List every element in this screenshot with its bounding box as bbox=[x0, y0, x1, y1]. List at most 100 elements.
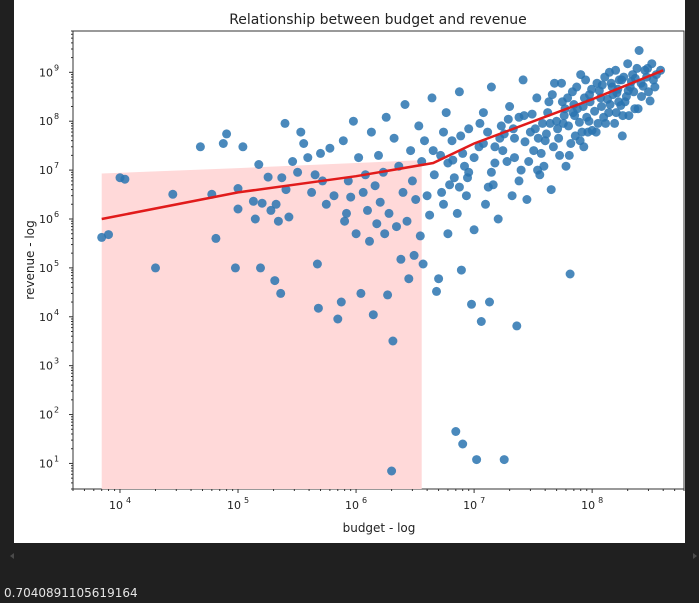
scatter-point bbox=[557, 78, 566, 88]
scatter-point bbox=[307, 187, 317, 197]
scatter-point bbox=[271, 199, 281, 209]
scatter-point bbox=[597, 102, 606, 111]
scatter-point bbox=[280, 118, 290, 128]
scatter-point bbox=[522, 195, 532, 204]
scatter-point bbox=[605, 100, 615, 109]
scatter-point bbox=[614, 97, 624, 107]
scatter-point bbox=[233, 204, 243, 214]
scatter-point bbox=[375, 197, 385, 207]
scatter-point bbox=[387, 466, 397, 476]
x-tick-label: 10 bbox=[345, 499, 359, 512]
scatter-point bbox=[313, 303, 323, 313]
scatter-point bbox=[584, 116, 594, 126]
x-tick-exponent: 7 bbox=[480, 496, 485, 505]
scatter-point bbox=[263, 172, 273, 182]
scatter-point bbox=[230, 263, 240, 273]
scatter-point bbox=[637, 92, 646, 101]
scatter-point bbox=[553, 124, 563, 134]
scatter-point bbox=[617, 75, 627, 85]
scatter-point bbox=[610, 118, 620, 128]
scatter-point bbox=[541, 129, 551, 139]
scatter-point bbox=[472, 455, 482, 465]
scatter-point bbox=[577, 127, 587, 137]
scatter-point bbox=[464, 124, 474, 134]
scatter-point bbox=[490, 142, 500, 152]
scatter-point bbox=[503, 114, 513, 124]
scatter-point bbox=[545, 118, 555, 128]
scatter-point bbox=[257, 198, 267, 208]
scatter-point bbox=[454, 87, 464, 97]
scroll-left-arrow[interactable] bbox=[10, 553, 14, 559]
scatter-point bbox=[570, 111, 580, 121]
y-axis-title: revenue - log bbox=[23, 220, 37, 299]
scatter-point bbox=[611, 65, 621, 75]
scatter-point bbox=[288, 157, 298, 166]
scatter-point bbox=[250, 214, 260, 224]
x-tick-label: 10 bbox=[581, 499, 595, 512]
scatter-point bbox=[441, 108, 451, 118]
scatter-point bbox=[456, 131, 466, 141]
scatter-point bbox=[451, 427, 461, 436]
scatter-point bbox=[400, 100, 410, 109]
scatter-point bbox=[351, 229, 361, 239]
scatter-point bbox=[329, 191, 339, 201]
scatter-point bbox=[254, 160, 264, 169]
scatter-point bbox=[422, 191, 432, 201]
scatter-point bbox=[380, 229, 390, 239]
scatter-point bbox=[248, 196, 258, 206]
scatter-point bbox=[356, 288, 366, 298]
scatter-point bbox=[505, 102, 515, 111]
scatter-point bbox=[211, 233, 221, 243]
scatter-point bbox=[293, 167, 303, 177]
y-tick-label: 10 bbox=[39, 360, 53, 373]
scatter-point bbox=[458, 439, 468, 449]
scatter-point bbox=[530, 124, 540, 134]
scatter-point bbox=[550, 78, 559, 88]
scatter-point bbox=[486, 82, 496, 92]
y-tick-exponent: 9 bbox=[54, 63, 59, 72]
y-tick-label: 10 bbox=[39, 409, 53, 422]
scatter-point bbox=[623, 86, 633, 96]
scatter-point bbox=[546, 185, 556, 195]
scatter-point bbox=[368, 310, 378, 320]
scatter-point bbox=[398, 187, 408, 197]
y-tick-exponent: 6 bbox=[54, 210, 59, 219]
scatter-point bbox=[374, 150, 383, 160]
scatter-point bbox=[469, 225, 479, 235]
scatter-point bbox=[533, 133, 543, 143]
scatter-point bbox=[447, 136, 457, 146]
x-tick-exponent: 5 bbox=[244, 496, 249, 505]
scatter-point bbox=[555, 150, 565, 160]
scatter-point bbox=[561, 161, 571, 171]
scatter-point bbox=[273, 216, 283, 226]
scroll-right-arrow[interactable] bbox=[693, 553, 697, 559]
x-tick-label: 10 bbox=[227, 499, 241, 512]
regression-line bbox=[101, 69, 664, 221]
scatter-point bbox=[590, 106, 600, 116]
scatter-point bbox=[340, 216, 350, 226]
scatter-point bbox=[434, 274, 444, 284]
scatter-point bbox=[516, 165, 526, 175]
scatter-point bbox=[354, 153, 364, 163]
scatter-point bbox=[548, 142, 558, 152]
scatter-point bbox=[333, 314, 343, 324]
scatter-point bbox=[493, 214, 503, 224]
scatter-point bbox=[432, 286, 441, 296]
scatter-point bbox=[507, 191, 517, 201]
y-tick-label: 10 bbox=[39, 115, 53, 128]
scatter-point bbox=[476, 317, 486, 326]
scatter-point bbox=[449, 173, 459, 183]
scatter-point bbox=[475, 118, 485, 128]
scatter-point bbox=[445, 180, 455, 190]
scatter-point bbox=[104, 230, 113, 240]
scatter-point bbox=[644, 87, 653, 97]
scatter-point bbox=[514, 176, 524, 186]
scatter-point bbox=[519, 111, 529, 121]
scatter-point bbox=[559, 111, 569, 121]
scatter-point bbox=[485, 297, 494, 307]
y-tick-exponent: 8 bbox=[54, 112, 59, 121]
scatter-point bbox=[502, 157, 512, 166]
scatter-point bbox=[338, 136, 348, 146]
scatter-point bbox=[632, 63, 642, 73]
